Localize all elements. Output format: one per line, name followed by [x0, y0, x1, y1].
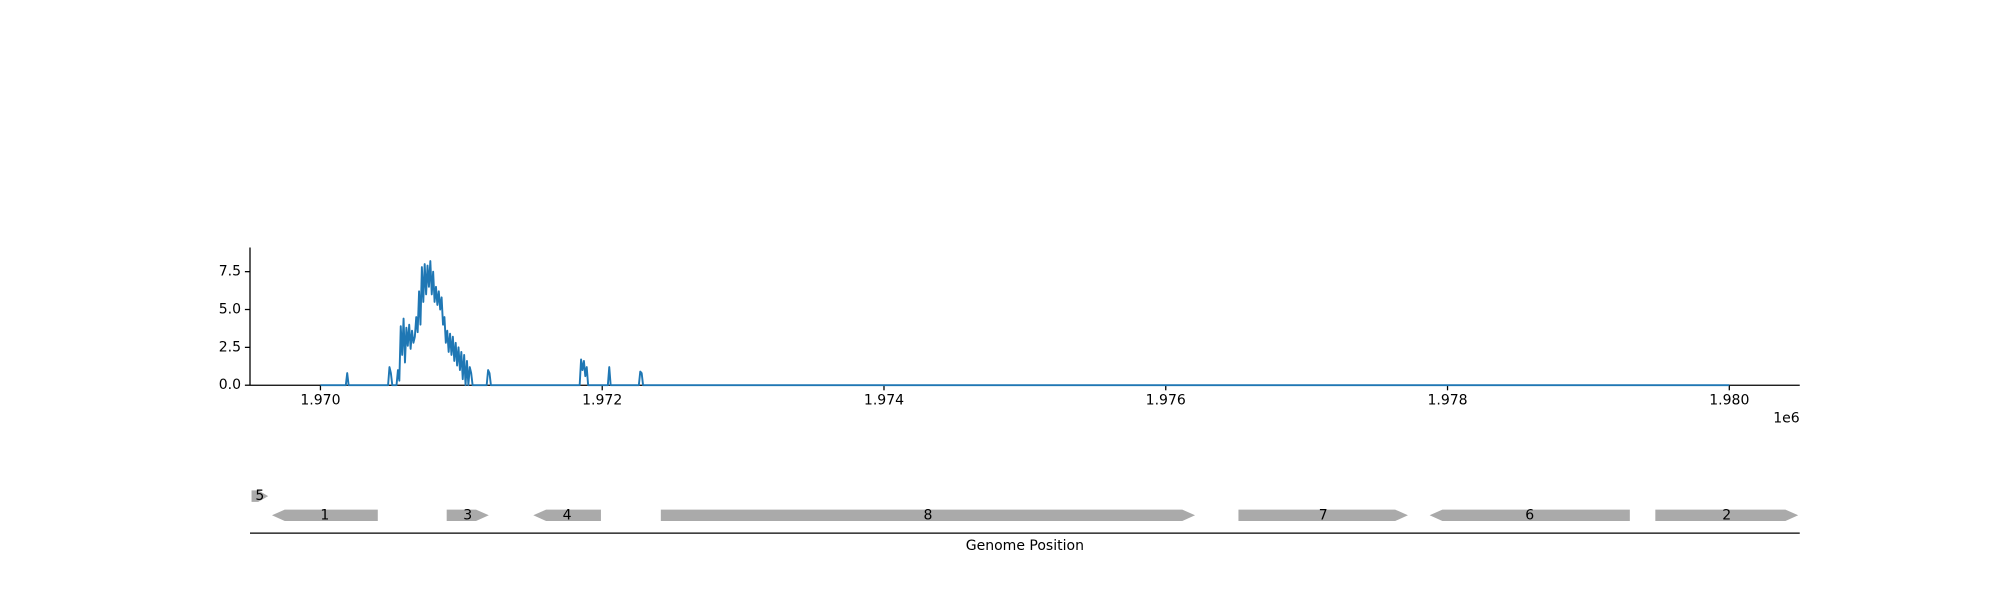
y-tick-label: 0.0 — [219, 377, 241, 393]
gene — [1238, 509, 1408, 522]
x-tick-label: 1.978 — [1427, 393, 1467, 409]
gene-label: 3 — [463, 507, 472, 523]
x-axis-label: Genome Position — [966, 538, 1084, 554]
y-tick-label: 2.5 — [219, 339, 241, 355]
x-tick-label: 1.980 — [1709, 393, 1749, 409]
gene-label: 1 — [320, 507, 329, 523]
x-tick-label: 1.970 — [300, 393, 340, 409]
gene-label: 7 — [1319, 507, 1328, 523]
gene-label: 4 — [563, 507, 572, 523]
x-tick-label: 1.974 — [864, 393, 904, 409]
coverage-line — [320, 260, 1730, 387]
gene — [1655, 509, 1799, 522]
gene — [446, 509, 489, 522]
x-offset-label: 1e6 — [1773, 410, 1800, 426]
gene-label: 5 — [255, 488, 264, 504]
gene — [271, 509, 378, 522]
gene — [660, 509, 1196, 522]
gene — [533, 509, 601, 522]
y-tick-label: 7.5 — [219, 264, 241, 280]
x-tick-label: 1.972 — [582, 393, 622, 409]
gene-label: 2 — [1722, 507, 1731, 523]
gene-label: 6 — [1525, 507, 1534, 523]
gene — [1429, 509, 1630, 522]
x-tick-label: 1.976 — [1146, 393, 1186, 409]
y-tick-label: 5.0 — [219, 302, 241, 318]
gene-label: 8 — [923, 507, 932, 523]
gene — [251, 490, 269, 502]
